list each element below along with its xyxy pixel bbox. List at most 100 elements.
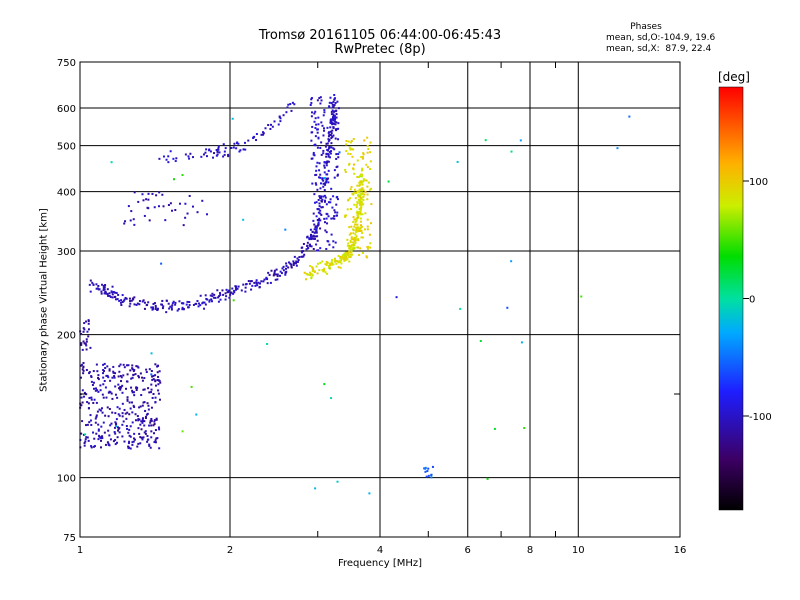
- scatter-point: [127, 364, 130, 367]
- scatter-point: [301, 255, 304, 258]
- scatter-point: [315, 201, 318, 204]
- scatter-point: [121, 412, 124, 415]
- scatter-point: [276, 278, 279, 281]
- scatter-point: [100, 425, 103, 428]
- scatter-point: [364, 179, 367, 182]
- scatter-point: [211, 300, 214, 303]
- scatter-point: [136, 302, 139, 305]
- scatter-point: [344, 258, 347, 261]
- scatter-point: [332, 195, 335, 198]
- plot-frame: [79, 61, 681, 538]
- scatter-point: [362, 203, 365, 206]
- scatter-point: [120, 304, 123, 307]
- scatter-point: [325, 263, 328, 266]
- scatter-point: [359, 195, 362, 198]
- scatter-point: [129, 302, 132, 305]
- scatter-point: [154, 396, 157, 399]
- scatter-point: [231, 117, 234, 120]
- scatter-point: [297, 259, 300, 262]
- scatter-point: [354, 223, 357, 226]
- scatter-point: [103, 288, 106, 291]
- scatter-point: [272, 274, 275, 277]
- scatter-point: [97, 376, 100, 379]
- scatter-point: [353, 218, 356, 221]
- scatter-point: [347, 152, 350, 155]
- scatter-point: [143, 307, 146, 310]
- scatter-point: [359, 210, 362, 213]
- scatter-point: [356, 159, 359, 162]
- scatter-point: [310, 277, 313, 280]
- scatter-point: [335, 116, 338, 119]
- scatter-point: [309, 237, 312, 240]
- scatter-point: [86, 436, 89, 439]
- scatter-point: [369, 160, 372, 163]
- scatter-point: [368, 492, 371, 495]
- scatter-point: [140, 428, 143, 431]
- scatter-point: [142, 388, 145, 391]
- scatter-point: [289, 262, 292, 265]
- scatter-point: [213, 293, 216, 296]
- scatter-point: [83, 444, 86, 447]
- scatter-point: [353, 247, 356, 250]
- scatter-point: [224, 298, 227, 301]
- scatter-point: [99, 437, 102, 440]
- scatter-point: [364, 190, 367, 193]
- scatter-point: [326, 178, 329, 181]
- scatter-point: [323, 189, 326, 192]
- scatter-point: [113, 291, 116, 294]
- scatter-point: [252, 136, 255, 139]
- scatter-point: [356, 229, 359, 232]
- scatter-point: [357, 238, 360, 241]
- scatter-point: [142, 199, 145, 202]
- scatter-point: [232, 299, 235, 302]
- scatter-point: [157, 389, 160, 392]
- y-tick-label: 600: [57, 104, 76, 115]
- scatter-point: [109, 379, 112, 382]
- scatter-point: [273, 269, 276, 272]
- scatter-point: [353, 239, 356, 242]
- scatter-point: [155, 194, 158, 197]
- scatter-point: [287, 103, 290, 106]
- scatter-point: [323, 129, 326, 132]
- scatter-point: [147, 301, 150, 304]
- scatter-point: [323, 166, 326, 169]
- scatter-point: [479, 339, 482, 342]
- scatter-point: [148, 443, 151, 446]
- scatter-point: [107, 294, 110, 297]
- scatter-point: [325, 217, 328, 220]
- scatter-point: [114, 432, 117, 435]
- scatter-point: [142, 401, 145, 404]
- scatter-point: [217, 147, 220, 150]
- scatter-point: [98, 408, 101, 411]
- scatter-point: [493, 427, 496, 430]
- scatter-point: [329, 263, 332, 266]
- scatter-point: [105, 374, 108, 377]
- scatter-point: [344, 256, 347, 259]
- scatter-point: [152, 378, 155, 381]
- scatter-point: [323, 111, 326, 114]
- scatter-point: [114, 385, 117, 388]
- scatter-point: [580, 295, 583, 298]
- y-tick-label: 200: [57, 331, 76, 342]
- scatter-point: [130, 299, 133, 302]
- scatter-point: [139, 442, 142, 445]
- scatter-point: [311, 230, 314, 233]
- scatter-point: [352, 216, 355, 219]
- scatter-point: [158, 157, 161, 160]
- scatter-point: [106, 365, 109, 368]
- scatter-point: [360, 205, 363, 208]
- scatter-point: [188, 157, 191, 160]
- scatter-point: [330, 150, 333, 153]
- scatter-point: [201, 302, 204, 305]
- scatter-point: [101, 411, 104, 414]
- scatter-point: [289, 103, 292, 106]
- scatter-point: [127, 442, 130, 445]
- scatter-point: [140, 436, 143, 439]
- scatter-point: [357, 211, 360, 214]
- scatter-point: [97, 378, 100, 381]
- scatter-point: [349, 239, 352, 242]
- scatter-point: [151, 192, 154, 195]
- scatter-point: [130, 386, 133, 389]
- scatter-point: [126, 380, 129, 383]
- scatter-point: [124, 220, 127, 223]
